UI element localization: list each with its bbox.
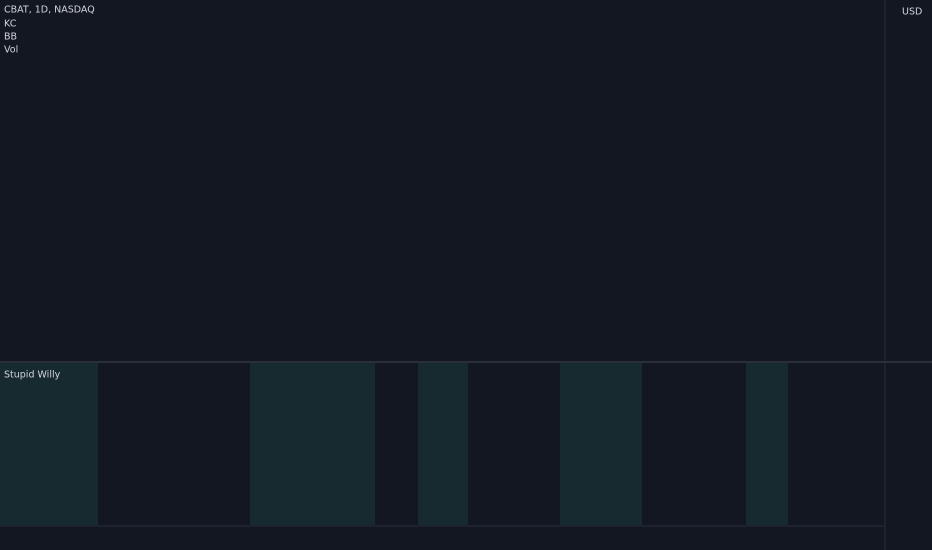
indicator: BB <box>4 32 17 43</box>
chart-title: CBAT, 1D, NASDAQ <box>4 5 95 16</box>
indicator: Vol <box>4 45 18 56</box>
osc-zones <box>0 363 788 525</box>
osc-title: Stupid Willy <box>4 370 61 381</box>
currency: USD <box>902 7 922 18</box>
indicator: KC <box>4 19 17 30</box>
